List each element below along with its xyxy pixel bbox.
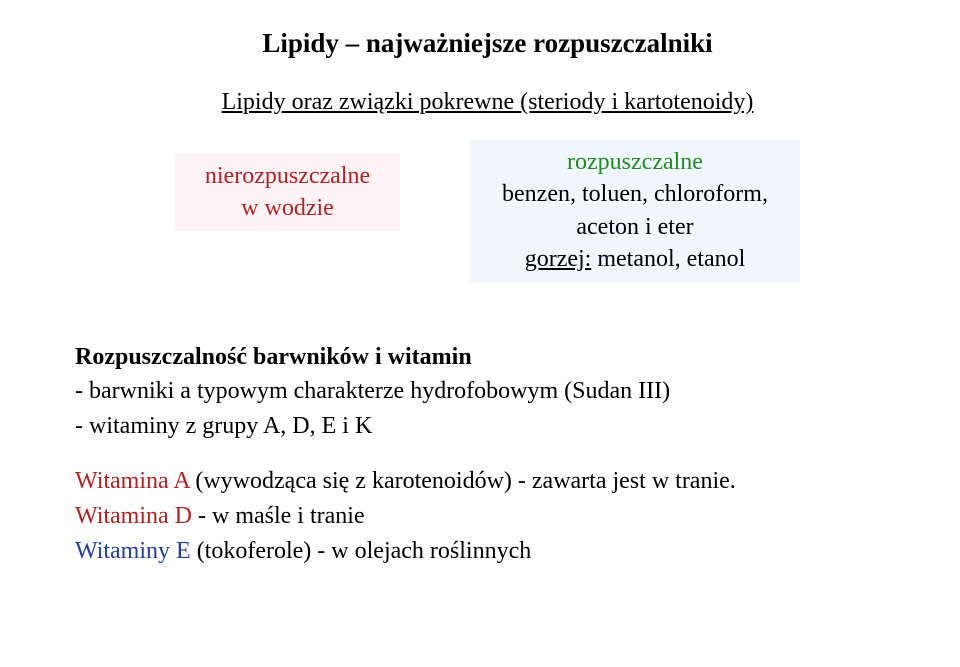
page-subtitle: Lipidy oraz związki pokrewne (steriody i… [75,89,900,116]
vitamin-a-text: (wywodząca się z karotenoidów) - zawarta… [189,468,735,494]
two-column-row: nierozpuszczalne w wodzie rozpuszczalne … [75,140,900,282]
right-box-line1: rozpuszczalne [484,146,786,178]
right-box-line4: gorzej: metanol, etanol [484,243,786,275]
vitamin-e-line: Witaminy E (tokoferole) - w olejach rośl… [75,534,900,569]
vitamin-a-label: Witamina A [75,468,189,494]
vitamin-d-text: - w maśle i tranie [192,503,365,529]
vitamin-d-line: Witamina D - w maśle i tranie [75,499,900,534]
vitamin-d-label: Witamina D [75,503,192,529]
slide-page: Lipidy – najważniejsze rozpuszczalniki L… [0,0,960,667]
content-section: Rozpuszczalność barwników i witamin - ba… [75,340,900,569]
vitamin-e-text: (tokoferole) - w olejach roślinnych [191,538,532,564]
vitamin-a-line: Witamina A (wywodząca się z karotenoidów… [75,464,900,499]
spacer [75,444,900,464]
page-title: Lipidy – najważniejsze rozpuszczalniki [75,28,900,59]
section-bullet-1: - barwniki a typowym charakterze hydrofo… [75,374,900,409]
vitamin-e-label: Witaminy E [75,538,191,564]
right-box-line4-rest: metanol, etanol [591,246,745,272]
section-heading: Rozpuszczalność barwników i witamin [75,340,900,375]
right-box-line3: aceton i eter [484,211,786,243]
left-highlight-box: nierozpuszczalne w wodzie [175,154,400,231]
right-box-line4-label: gorzej: [525,246,592,272]
left-box-line2: w wodzie [189,192,386,224]
right-box-line2: benzen, toluen, chloroform, [484,178,786,210]
right-highlight-box: rozpuszczalne benzen, toluen, chloroform… [470,140,800,282]
section-bullet-2: - witaminy z grupy A, D, E i K [75,409,900,444]
left-box-line1: nierozpuszczalne [189,160,386,192]
